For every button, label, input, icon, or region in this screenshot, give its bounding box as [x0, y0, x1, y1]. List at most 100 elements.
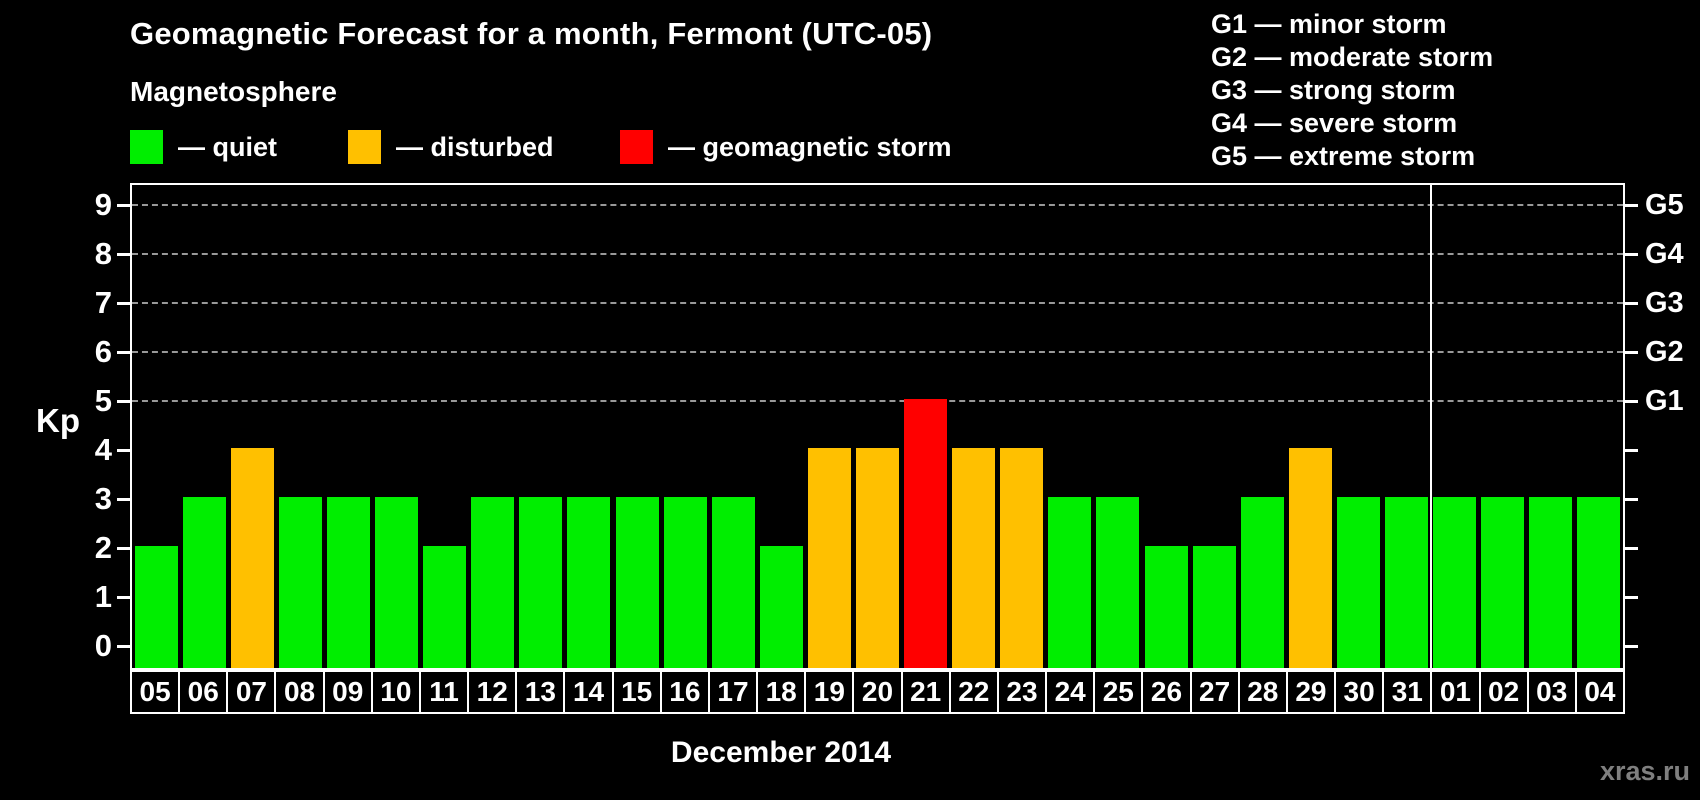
- g-axis-label-g3: G3: [1645, 287, 1684, 319]
- bar-day-31: [1385, 497, 1429, 668]
- gridline-kp-6: [132, 351, 1623, 353]
- y-tick-9: [117, 204, 130, 207]
- x-axis-date-labels: 05 06 07 08 09 10 11 12 13 14 15 16 17 18 19 20 21 22 23 24…: [130, 670, 1625, 714]
- g-axis-label-g4: G4: [1645, 238, 1684, 270]
- right-tick-9: [1625, 204, 1638, 207]
- bar-day-30: [1336, 497, 1380, 668]
- date-label-17: 17: [709, 672, 757, 712]
- bar-day-24: [1048, 497, 1092, 668]
- date-label-27: 27: [1191, 672, 1238, 712]
- bar-day-15: [615, 497, 659, 668]
- y-tick-8: [117, 253, 130, 256]
- right-tick-8: [1625, 253, 1638, 256]
- bar-day-03: [1529, 497, 1573, 668]
- date-label-21: 21: [902, 672, 949, 712]
- bar-day-13: [519, 497, 563, 668]
- right-tick-7: [1625, 302, 1638, 305]
- bar-day-09: [326, 497, 370, 668]
- date-label-13: 13: [517, 672, 564, 712]
- gridline-kp-7: [132, 302, 1623, 304]
- g4-legend-line: G4 — severe storm: [1211, 108, 1458, 138]
- date-label-05: 05: [132, 672, 179, 712]
- month-separator-line: [1429, 185, 1432, 668]
- date-label-26: 26: [1143, 672, 1190, 712]
- bar-day-23: [1000, 448, 1044, 668]
- disturbed-label: — disturbed: [396, 131, 554, 162]
- storm-label: — geomagnetic storm: [668, 131, 952, 162]
- bar-day-04: [1577, 497, 1621, 668]
- g1-legend-line: G1 — minor storm: [1211, 9, 1447, 39]
- quiet-label: — quiet: [178, 131, 277, 162]
- date-label-24: 24: [1047, 672, 1094, 712]
- date-label-06: 06: [180, 672, 227, 712]
- g2-legend-line: G2 — moderate storm: [1211, 42, 1494, 72]
- bar-day-12: [471, 497, 515, 668]
- date-label-20: 20: [854, 672, 901, 712]
- date-label-23: 23: [998, 672, 1046, 712]
- storm-color-swatch: [620, 130, 653, 164]
- right-tick-4: [1625, 449, 1638, 452]
- y-tick-label-2: 2: [94, 530, 112, 565]
- y-tick-7: [117, 302, 130, 305]
- date-label-14: 14: [565, 672, 612, 712]
- x-axis-title: December 2014: [670, 736, 892, 769]
- y-tick-label-5: 5: [94, 383, 112, 418]
- date-label-08: 08: [276, 672, 323, 712]
- y-tick-label-7: 7: [94, 285, 112, 320]
- date-label-03: 03: [1528, 672, 1575, 712]
- date-label-07: 07: [228, 672, 275, 712]
- y-tick-6: [117, 351, 130, 354]
- disturbed-color-swatch: [348, 130, 381, 164]
- right-tick-3: [1625, 498, 1638, 501]
- g3-legend-line: G3 — strong storm: [1211, 75, 1456, 105]
- y-tick-4: [117, 449, 130, 452]
- y-tick-label-8: 8: [94, 236, 112, 271]
- y-tick-label-9: 9: [94, 187, 112, 222]
- date-label-09: 09: [324, 672, 371, 712]
- quiet-color-swatch: [130, 130, 163, 164]
- date-label-29: 29: [1287, 672, 1335, 712]
- g5-legend-line: G5 — extreme storm: [1211, 141, 1476, 171]
- bar-day-17: [711, 497, 755, 668]
- right-tick-5: [1625, 400, 1638, 403]
- date-label-18: 18: [758, 672, 805, 712]
- date-label-28: 28: [1239, 672, 1286, 712]
- bar-day-18: [759, 546, 803, 668]
- g-axis-label-g2: G2: [1645, 336, 1684, 368]
- bar-day-26: [1144, 546, 1188, 668]
- right-tick-0: [1625, 645, 1638, 648]
- legend-item-quiet: — quiet: [130, 129, 277, 165]
- bar-day-16: [663, 497, 707, 668]
- plot-area: [130, 183, 1625, 670]
- g-axis-label-g1: G1: [1645, 385, 1684, 417]
- y-tick-5: [117, 400, 130, 403]
- y-tick-label-0: 0: [94, 628, 112, 663]
- magnetosphere-label: Magnetosphere: [130, 76, 337, 107]
- date-label-01: 01: [1432, 672, 1479, 712]
- right-tick-6: [1625, 351, 1638, 354]
- bar-day-20: [856, 448, 899, 668]
- bar-day-08: [278, 497, 322, 668]
- bar-day-27: [1192, 546, 1236, 668]
- g-scale-legend: G1 — minor storm G2 — moderate storm G3 …: [1211, 8, 1493, 173]
- date-label-31: 31: [1384, 672, 1431, 712]
- watermark: xras.ru: [1599, 756, 1690, 786]
- right-tick-2: [1625, 547, 1638, 550]
- right-tick-1: [1625, 596, 1638, 599]
- date-label-04: 04: [1576, 672, 1623, 712]
- gridline-kp-5: [132, 400, 1623, 402]
- date-label-15: 15: [613, 672, 660, 712]
- gridline-kp-9: [132, 204, 1623, 206]
- bar-day-19: [807, 448, 851, 668]
- legend-item-storm: — geomagnetic storm: [620, 129, 952, 165]
- y-tick-label-6: 6: [94, 334, 112, 369]
- chart-title: Geomagnetic Forecast for a month, Fermon…: [130, 16, 933, 51]
- y-tick-2: [117, 547, 130, 550]
- y-tick-1: [117, 596, 130, 599]
- date-label-25: 25: [1095, 672, 1142, 712]
- date-label-22: 22: [950, 672, 997, 712]
- date-label-19: 19: [806, 672, 853, 712]
- bar-day-14: [567, 497, 611, 668]
- y-tick-label-3: 3: [94, 481, 112, 516]
